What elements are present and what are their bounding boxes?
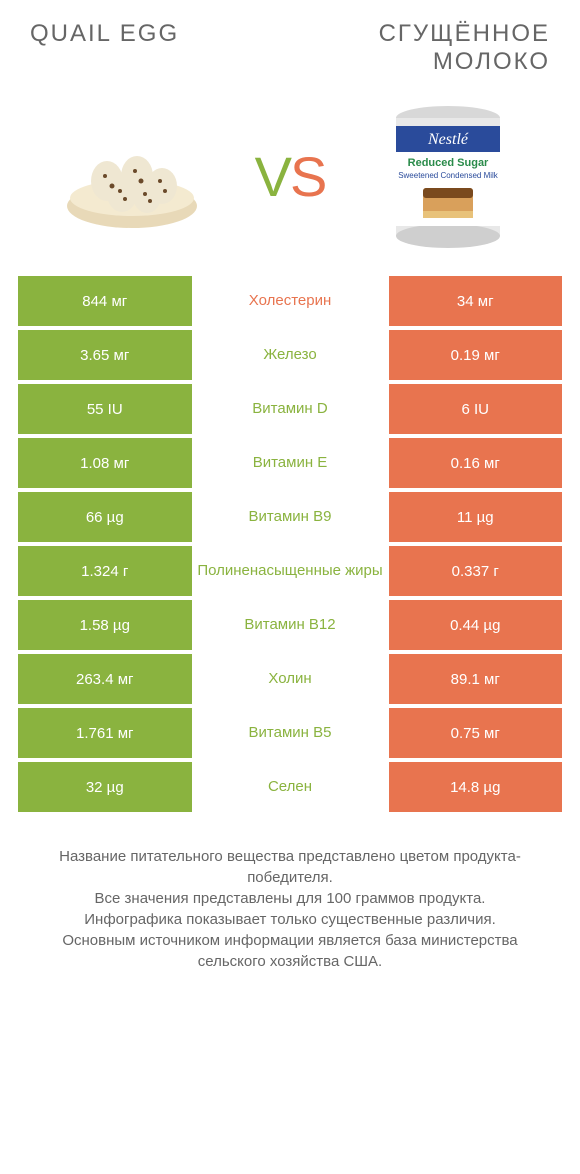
left-value: 1.08 мг [18,438,192,488]
left-value: 263.4 мг [18,654,192,704]
left-product-title: QUAIL EGG [30,20,264,48]
right-value: 0.16 мг [389,438,563,488]
nutrient-label: Витамин B5 [192,708,389,758]
table-row: 66 µgВитамин B911 µg [18,492,562,542]
svg-text:Nestlé: Nestlé [427,131,469,148]
table-row: 32 µgСелен14.8 µg [18,762,562,812]
nutrient-label: Полиненасыщенные жиры [192,546,389,596]
left-value: 1.324 г [18,546,192,596]
footer-line: Название питательного вещества представл… [30,846,550,888]
table-row: 844 мгХолестерин34 мг [18,276,562,326]
right-value: 0.19 мг [389,330,563,380]
footer-line: Все значения представлены для 100 граммо… [30,888,550,909]
nutrient-label: Витамин B12 [192,600,389,650]
header: QUAIL EGG СГУЩЁННОЕ МОЛОКО [0,0,580,86]
table-row: 1.324 гПолиненасыщенные жиры0.337 г [18,546,562,596]
right-value: 0.44 µg [389,600,563,650]
table-row: 263.4 мгХолин89.1 мг [18,654,562,704]
nutrient-label: Селен [192,762,389,812]
quail-egg-image [52,96,212,256]
left-value: 844 мг [18,276,192,326]
table-row: 3.65 мгЖелезо0.19 мг [18,330,562,380]
right-product-title: СГУЩЁННОЕ МОЛОКО [316,20,550,76]
right-value: 89.1 мг [389,654,563,704]
footer-notes: Название питательного вещества представл… [0,816,580,992]
nutrient-label: Витамин B9 [192,492,389,542]
nutrient-label: Витамин E [192,438,389,488]
right-value: 0.337 г [389,546,563,596]
vs-label: VS [255,144,326,209]
table-row: 1.58 µgВитамин B120.44 µg [18,600,562,650]
left-value: 55 IU [18,384,192,434]
nutrient-label: Холестерин [192,276,389,326]
left-value: 66 µg [18,492,192,542]
left-value: 1.58 µg [18,600,192,650]
vs-v: V [255,145,290,208]
nutrient-label: Железо [192,330,389,380]
table-row: 55 IUВитамин D6 IU [18,384,562,434]
table-row: 1.761 мгВитамин B50.75 мг [18,708,562,758]
right-value: 6 IU [389,384,563,434]
right-value: 11 µg [389,492,563,542]
right-value: 0.75 мг [389,708,563,758]
table-row: 1.08 мгВитамин E0.16 мг [18,438,562,488]
right-value: 34 мг [389,276,563,326]
comparison-table: 844 мгХолестерин34 мг3.65 мгЖелезо0.19 м… [0,276,580,812]
nutrient-label: Холин [192,654,389,704]
condensed-milk-image: Nestlé Reduced Sugar Sweetened Condensed… [368,96,528,256]
svg-text:Sweetened Condensed Milk: Sweetened Condensed Milk [399,171,500,180]
nutrient-label: Витамин D [192,384,389,434]
left-value: 1.761 мг [18,708,192,758]
right-value: 14.8 µg [389,762,563,812]
images-row: VS Nestlé Reduced Sugar Sweetened Conden… [0,86,580,276]
left-value: 32 µg [18,762,192,812]
footer-line: Основным источником информации является … [30,930,550,972]
footer-line: Инфографика показывает только существенн… [30,909,550,930]
vs-s: S [290,145,325,208]
left-value: 3.65 мг [18,330,192,380]
svg-text:Reduced Sugar: Reduced Sugar [408,157,489,169]
